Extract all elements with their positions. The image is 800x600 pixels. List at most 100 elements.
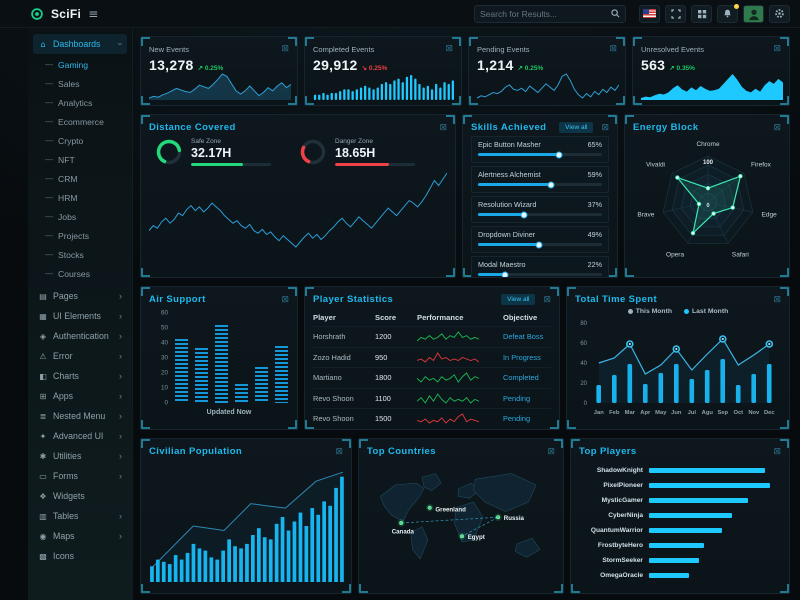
- sidebar-subitem-gaming[interactable]: — Gaming: [33, 55, 127, 74]
- player-bar-fill: [649, 573, 689, 578]
- menu-toggle-icon[interactable]: ≡: [88, 6, 99, 21]
- y-axis-label: 30: [160, 354, 168, 362]
- card-widget-icon[interactable]: ⊠: [773, 44, 781, 54]
- column-header: Performance: [417, 312, 464, 322]
- skill-slider-fill: [478, 243, 539, 246]
- sidebar-item-icons[interactable]: ▩ Icons: [33, 546, 127, 566]
- skill-percent: 59%: [587, 170, 602, 179]
- sidebar-subitem-sales[interactable]: — Sales: [33, 74, 127, 93]
- stat-change: ↗ 0.25%: [197, 65, 224, 72]
- search-icon[interactable]: [611, 9, 620, 18]
- skill-slider-handle[interactable]: [547, 181, 555, 188]
- sidebar-item-charts[interactable]: ◧ Charts ›: [33, 366, 127, 386]
- card-title: Civilian Population: [149, 446, 243, 457]
- air-bar: [215, 325, 228, 403]
- card-widget-icon[interactable]: ⊠: [439, 122, 447, 133]
- skill-slider-handle[interactable]: [535, 241, 543, 248]
- dash-icon: —: [45, 174, 53, 183]
- gauge-value: 18.65H: [335, 146, 376, 160]
- settings-button[interactable]: [769, 4, 790, 23]
- column-header: Player: [313, 312, 336, 322]
- card-widget-icon[interactable]: ⊠: [335, 446, 343, 457]
- card-widget-icon[interactable]: ⊠: [547, 446, 555, 457]
- sidebar-subitem-ecommerce[interactable]: — Ecommerce: [33, 112, 127, 131]
- language-flag-button[interactable]: [639, 4, 660, 23]
- chevron-right-icon: ›: [119, 311, 122, 321]
- sidebar-subitem-projects[interactable]: — Projects: [33, 226, 127, 245]
- skill-slider[interactable]: [478, 241, 602, 248]
- sidebar-subitem-courses[interactable]: — Courses: [33, 264, 127, 283]
- forms-icon: ▭: [39, 471, 47, 481]
- air-bar: [175, 338, 188, 403]
- chevron-right-icon: ›: [119, 471, 122, 481]
- sidebar-item-apps[interactable]: ⊞ Apps ›: [33, 386, 127, 406]
- y-axis-label: 60: [160, 309, 168, 317]
- skill-slider[interactable]: [478, 271, 602, 277]
- skill-slider[interactable]: [478, 211, 602, 218]
- view-all-button[interactable]: View all: [501, 294, 536, 305]
- table-row[interactable]: Revo Shoon 1100 Pending: [313, 387, 551, 409]
- sidebar-subitem-stocks[interactable]: — Stocks: [33, 245, 127, 264]
- card-widget-icon[interactable]: ⊠: [773, 446, 781, 457]
- sidebar-subitem-hrm[interactable]: — HRM: [33, 188, 127, 207]
- fullscreen-button[interactable]: [665, 4, 686, 23]
- skill-item: Resolution Wizard 37%: [471, 196, 609, 223]
- performance-cell: [417, 412, 503, 425]
- card-widget-icon[interactable]: ⊠: [445, 44, 453, 54]
- table-row[interactable]: Horshrath 1200 Defeat Boss: [313, 326, 551, 347]
- sidebar-item-maps[interactable]: ◉ Maps ›: [33, 526, 127, 546]
- skill-slider-handle[interactable]: [501, 271, 509, 277]
- stat-title: New Events: [149, 44, 190, 54]
- table-row[interactable]: Revo Shoon 1500 Pending: [313, 408, 551, 429]
- sidebar-item-advanced-ui[interactable]: ✦ Advanced UI ›: [33, 426, 127, 446]
- card-widget-icon[interactable]: ⊠: [609, 44, 617, 54]
- icons-icon: ▩: [39, 551, 47, 561]
- card-widget-icon[interactable]: ⊠: [281, 44, 289, 54]
- performance-sparkline: [417, 413, 479, 424]
- player-bar-label: QuantumWarrior: [590, 527, 643, 534]
- sidebar-subitem-analytics[interactable]: — Analytics: [33, 93, 127, 112]
- card-widget-icon[interactable]: ⊠: [773, 122, 781, 133]
- table-row[interactable]: Martiano 1800 Completed: [313, 367, 551, 388]
- sidebar-item-pages[interactable]: ▤ Pages ›: [33, 286, 127, 306]
- view-all-button[interactable]: View all: [559, 122, 594, 133]
- sidebar-item-utilities[interactable]: ✱ Utilities ›: [33, 446, 127, 466]
- chevron-right-icon: ›: [119, 371, 122, 381]
- card-widget-icon[interactable]: ⊠: [281, 294, 289, 305]
- player-score: 1800: [375, 373, 392, 383]
- search-input[interactable]: [480, 8, 611, 19]
- gauge-danger-zone: Danger Zone 18.65H: [299, 138, 415, 166]
- sidebar-subitem-jobs[interactable]: — Jobs: [33, 207, 127, 226]
- sidebar-subitem-crypto[interactable]: — Crypto: [33, 131, 127, 150]
- skill-slider[interactable]: [478, 181, 602, 188]
- skill-slider[interactable]: [478, 151, 602, 158]
- card-widget-icon[interactable]: ⊠: [601, 122, 609, 133]
- gauge-safe-zone: Safe Zone 32.17H: [155, 138, 271, 166]
- air-bar: [195, 347, 208, 403]
- sidebar-subitem-nft[interactable]: — NFT: [33, 150, 127, 169]
- skill-slider-handle[interactable]: [555, 151, 563, 158]
- table-row[interactable]: Zozo Hadid 950 In Progress: [313, 346, 551, 368]
- legend-dot: [684, 308, 689, 314]
- user-avatar[interactable]: [743, 4, 764, 23]
- sidebar-item-forms[interactable]: ▭ Forms ›: [33, 466, 127, 486]
- svg-text:40: 40: [580, 361, 587, 367]
- sidebar-item-error[interactable]: ⚠ Error ›: [33, 346, 127, 366]
- skill-slider-handle[interactable]: [520, 211, 528, 218]
- sidebar-subitem-crm[interactable]: — CRM: [33, 169, 127, 188]
- sidebar-item-dashboards[interactable]: ⌂ Dashboards ›: [33, 34, 127, 54]
- sidebar-item-ui-elements[interactable]: ▦ UI Elements ›: [33, 306, 127, 326]
- sidebar-item-nested-menu[interactable]: ≣ Nested Menu ›: [33, 406, 127, 426]
- sidebar-item-authentication[interactable]: ◈ Authentication ›: [33, 326, 127, 346]
- skills-achieved-card: Skills Achieved View all ⊠ Epic Button M…: [462, 114, 618, 278]
- sidebar-item-tables[interactable]: ▥ Tables ›: [33, 506, 127, 526]
- apps-button[interactable]: [691, 4, 712, 23]
- stat-change: ↗ 0.35%: [669, 65, 695, 72]
- notifications-button[interactable]: [717, 3, 739, 23]
- sidebar-item-widgets[interactable]: ❖ Widgets: [33, 486, 127, 506]
- sidebar-item-label: Icons: [53, 551, 75, 561]
- sidebar-item-label: UI Elements: [53, 311, 101, 321]
- card-widget-icon[interactable]: ⊠: [773, 294, 781, 305]
- card-widget-icon[interactable]: ⊠: [543, 294, 551, 305]
- stat-sparkline: [313, 75, 454, 100]
